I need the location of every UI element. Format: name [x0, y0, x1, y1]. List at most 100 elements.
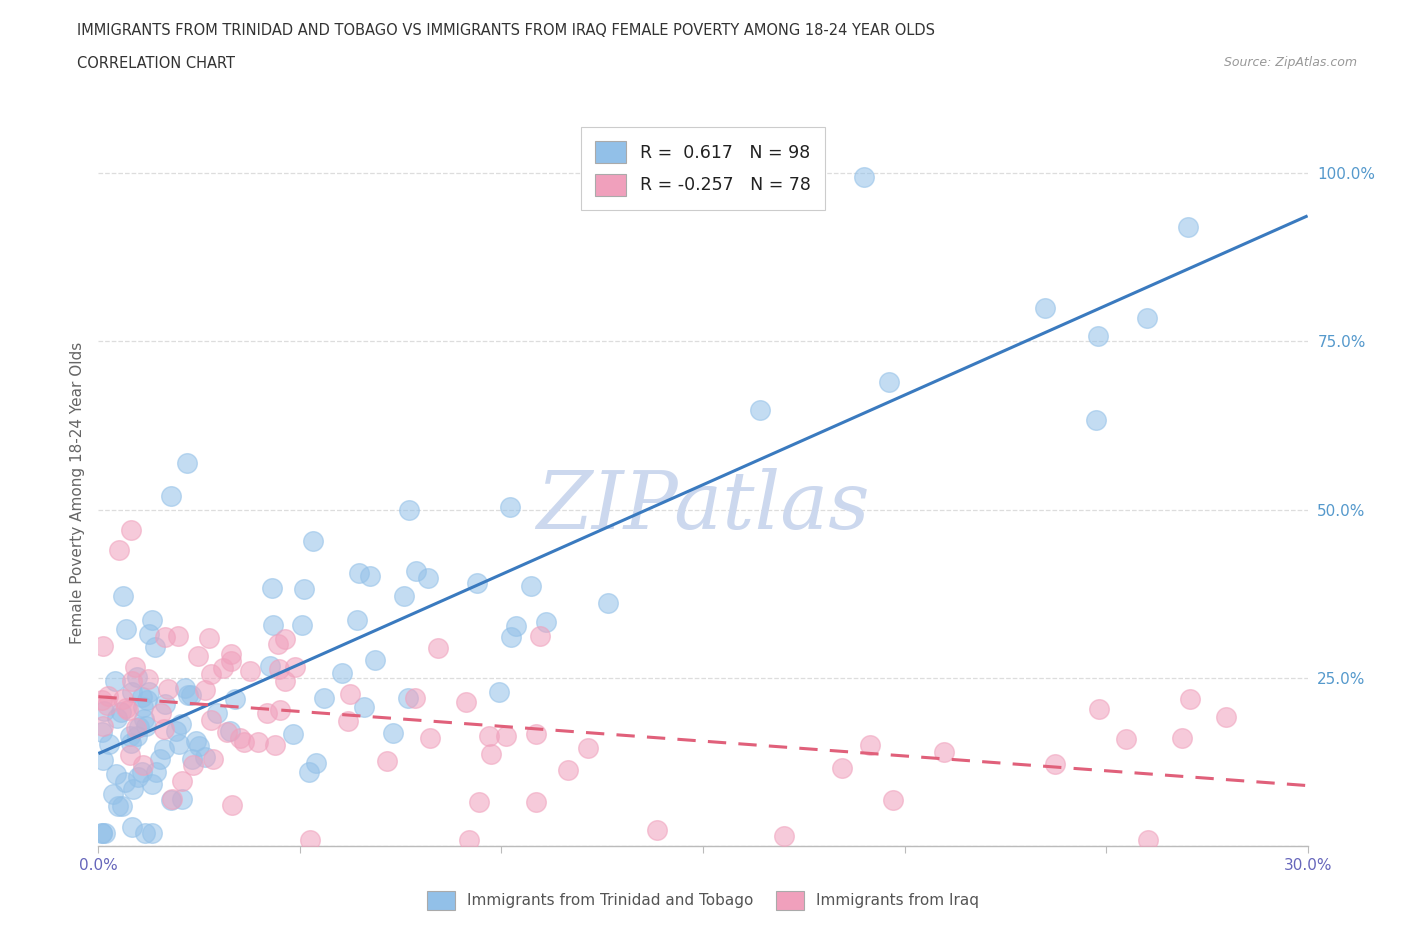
Point — [149, 751, 172, 766]
Point — [1136, 311, 1159, 325]
Point — [173, 681, 195, 696]
Point — [97, 737, 120, 751]
Point — [153, 630, 176, 644]
Point — [96, 698, 118, 712]
Point — [274, 674, 297, 689]
Point — [115, 700, 138, 715]
Point — [359, 568, 381, 583]
Point — [398, 503, 420, 518]
Point — [298, 832, 321, 847]
Point — [314, 690, 336, 705]
Point — [111, 798, 134, 813]
Point — [104, 767, 127, 782]
Point — [392, 588, 415, 603]
Point — [165, 724, 187, 738]
Point — [259, 658, 281, 673]
Point — [262, 580, 284, 595]
Point — [1178, 691, 1201, 706]
Text: IMMIGRANTS FROM TRINIDAD AND TOBAGO VS IMMIGRANTS FROM IRAQ FEMALE POVERTY AMONG: IMMIGRANTS FROM TRINIDAD AND TOBAGO VS I… — [77, 23, 935, 38]
Point — [167, 737, 190, 751]
Point — [859, 737, 882, 752]
Point — [138, 627, 160, 642]
Point — [853, 169, 876, 184]
Point — [157, 682, 180, 697]
Point — [1043, 757, 1066, 772]
Point — [150, 706, 173, 721]
Point — [232, 735, 254, 750]
Point — [97, 688, 120, 703]
Point — [336, 713, 359, 728]
Point — [121, 820, 143, 835]
Point — [219, 653, 242, 668]
Point — [346, 613, 368, 628]
Point — [132, 699, 155, 714]
Point — [221, 797, 243, 812]
Point — [1171, 731, 1194, 746]
Legend: Immigrants from Trinidad and Tobago, Immigrants from Iraq: Immigrants from Trinidad and Tobago, Imm… — [420, 884, 986, 916]
Point — [524, 794, 547, 809]
Point — [458, 832, 481, 847]
Point — [505, 618, 527, 633]
Point — [136, 692, 159, 707]
Point — [382, 725, 405, 740]
Point — [416, 571, 439, 586]
Point — [224, 692, 246, 707]
Point — [281, 726, 304, 741]
Point — [877, 374, 900, 389]
Point — [107, 799, 129, 814]
Text: ZIPatlas: ZIPatlas — [536, 469, 870, 546]
Point — [118, 729, 141, 744]
Point — [91, 719, 114, 734]
Point — [247, 735, 270, 750]
Point — [121, 736, 143, 751]
Point — [91, 692, 114, 707]
Point — [104, 673, 127, 688]
Point — [153, 697, 176, 711]
Point — [353, 699, 375, 714]
Point — [1177, 219, 1199, 234]
Point — [120, 747, 142, 762]
Point — [112, 589, 135, 604]
Point — [524, 727, 547, 742]
Point — [495, 728, 517, 743]
Point — [831, 761, 853, 776]
Point — [160, 792, 183, 807]
Point — [181, 758, 204, 773]
Point — [125, 721, 148, 736]
Point — [143, 640, 166, 655]
Point — [120, 523, 142, 538]
Point — [882, 792, 904, 807]
Point — [91, 826, 114, 841]
Point — [145, 764, 167, 779]
Point — [122, 782, 145, 797]
Point — [177, 688, 200, 703]
Point — [291, 618, 314, 632]
Point — [269, 703, 291, 718]
Point — [180, 751, 202, 766]
Point — [932, 745, 955, 760]
Point — [292, 582, 315, 597]
Point — [211, 660, 233, 675]
Point — [114, 775, 136, 790]
Point — [1033, 300, 1056, 315]
Point — [302, 534, 325, 549]
Point — [188, 739, 211, 754]
Point — [529, 629, 551, 644]
Point — [176, 455, 198, 470]
Point — [170, 717, 193, 732]
Point — [134, 719, 156, 734]
Point — [330, 666, 353, 681]
Point — [427, 641, 450, 656]
Text: Source: ZipAtlas.com: Source: ZipAtlas.com — [1223, 56, 1357, 69]
Point — [576, 741, 599, 756]
Point — [773, 829, 796, 844]
Point — [187, 649, 209, 664]
Point — [205, 706, 228, 721]
Point — [534, 615, 557, 630]
Point — [305, 755, 328, 770]
Point — [117, 702, 139, 717]
Point — [127, 769, 149, 784]
Point — [125, 670, 148, 684]
Point — [396, 690, 419, 705]
Point — [273, 631, 295, 646]
